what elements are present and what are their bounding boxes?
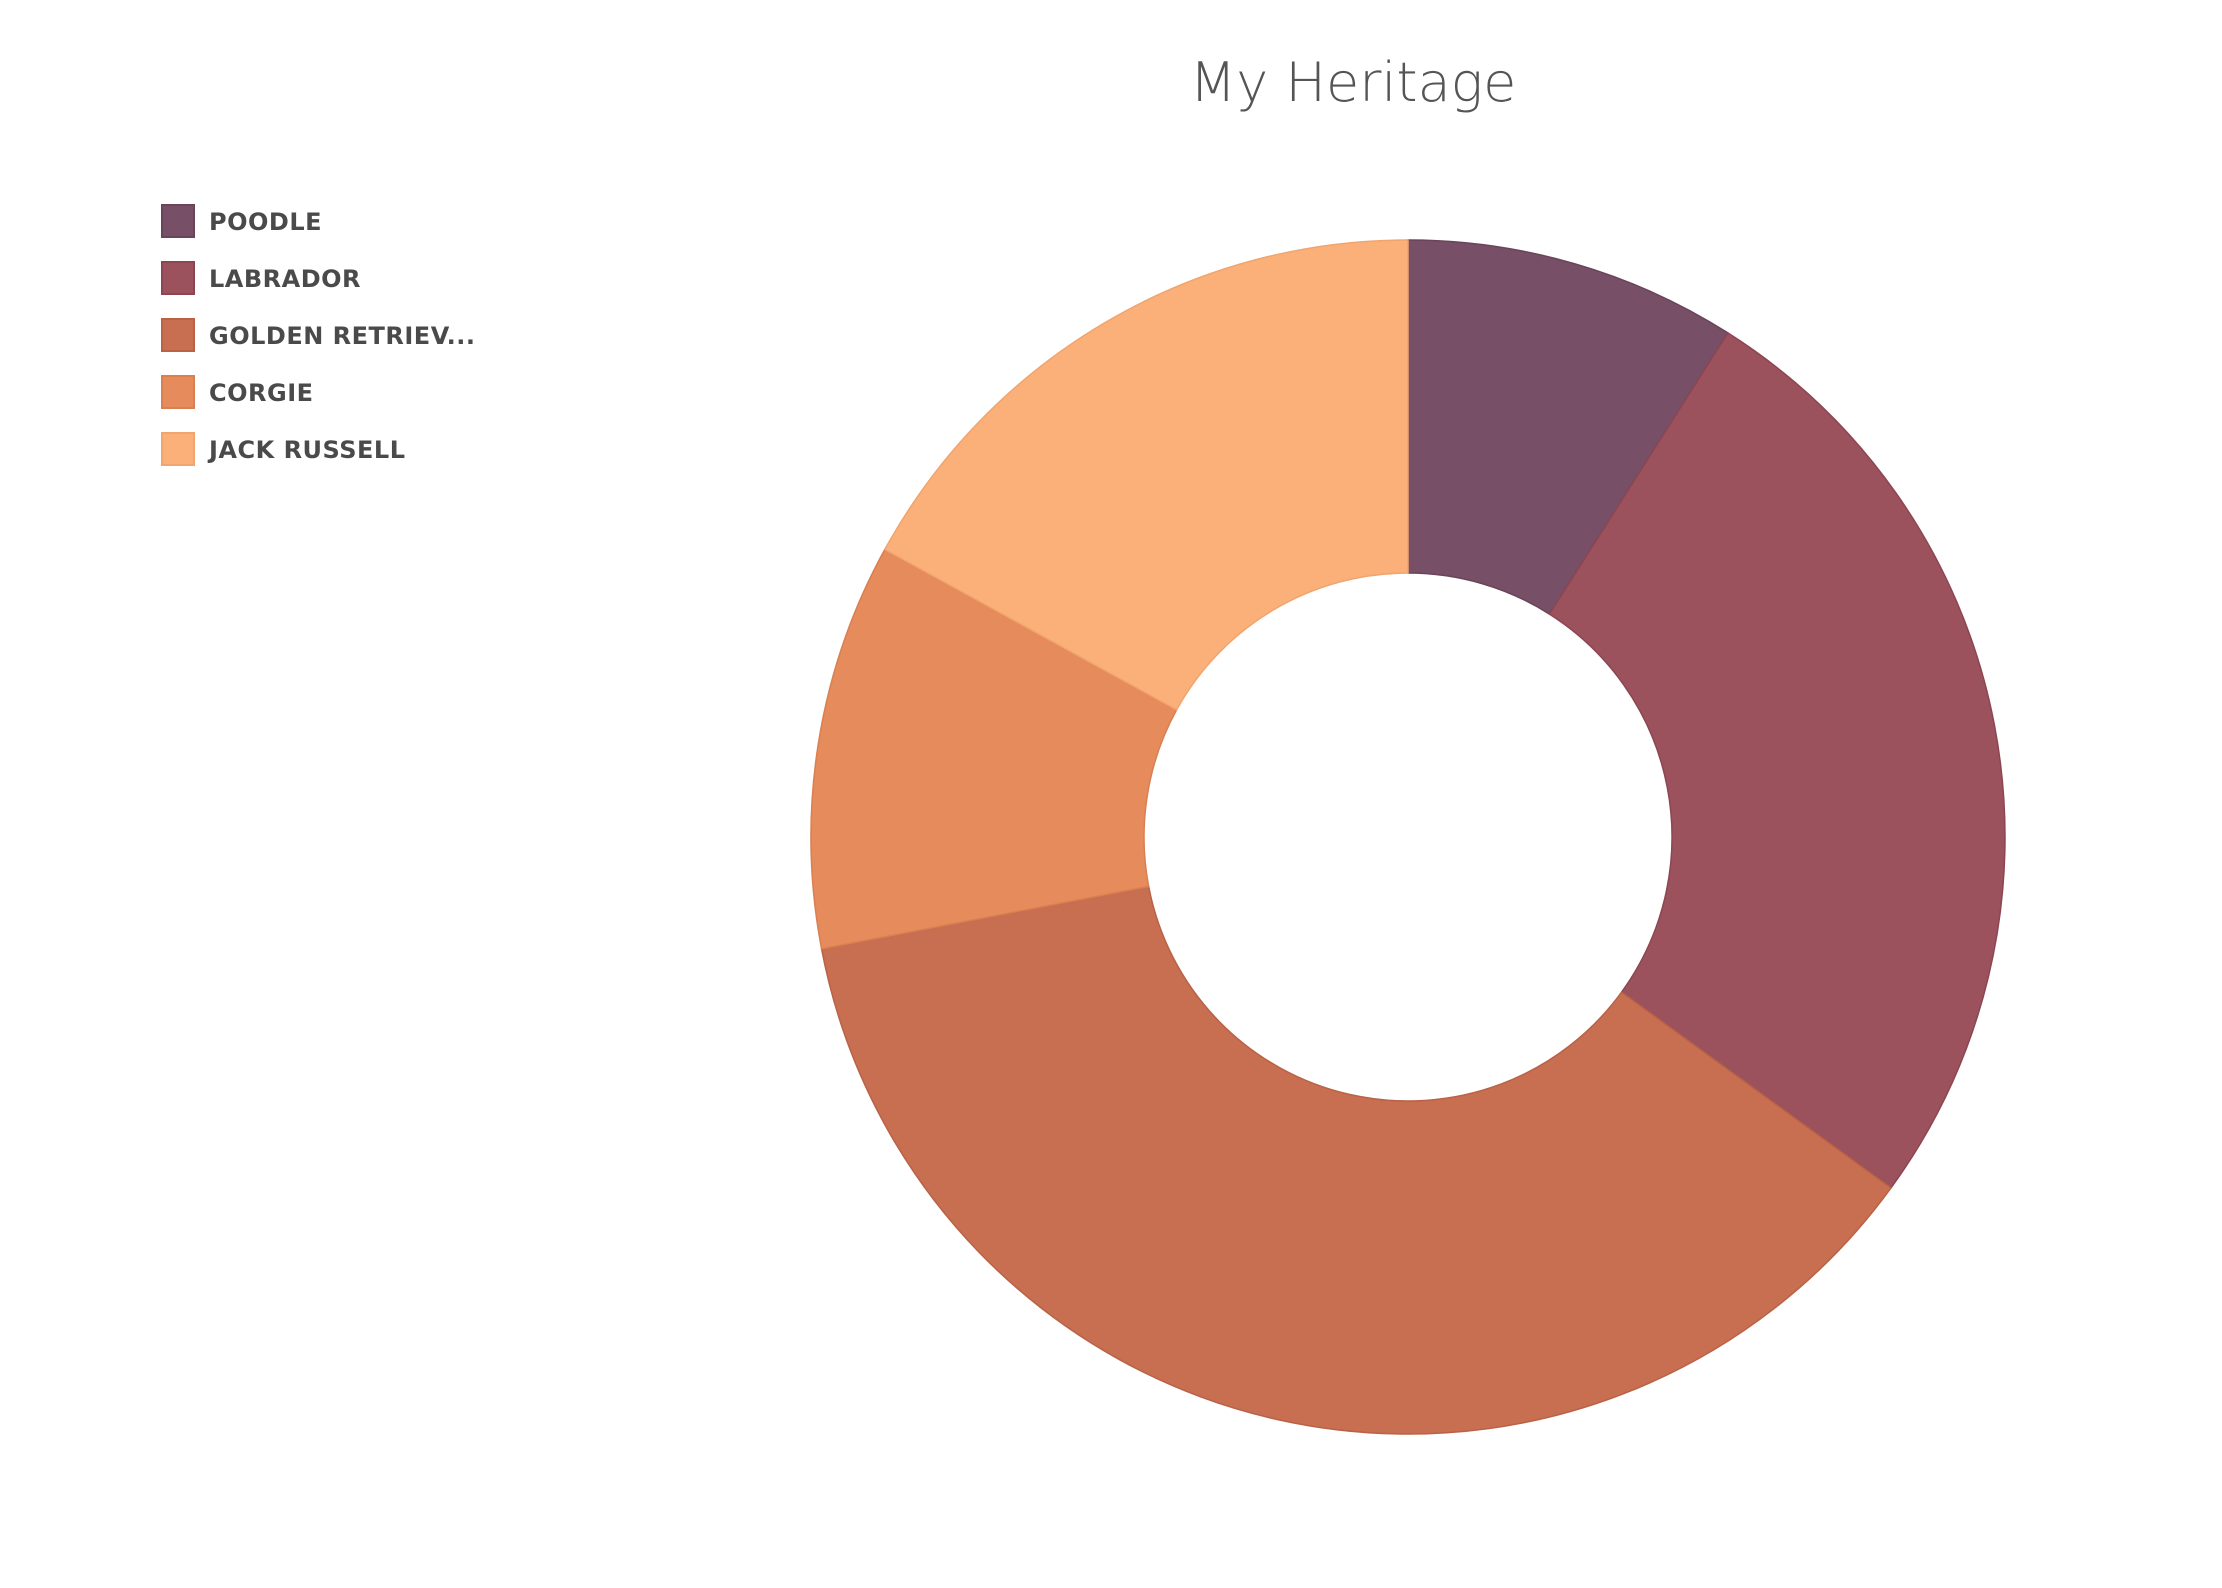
chart-title: My Heritage bbox=[1190, 51, 1517, 114]
legend-item-corgie[interactable]: CORGIE bbox=[161, 375, 314, 409]
legend-label-golden-retriev: GOLDEN RETRIEV... bbox=[209, 322, 476, 350]
legend-swatch-labrador bbox=[161, 261, 195, 295]
legend-label-corgie: CORGIE bbox=[209, 379, 314, 407]
legend: POODLE LABRADOR GOLDEN RETRIEV... CORGIE JAC… bbox=[161, 204, 476, 466]
legend-swatch-poodle bbox=[161, 204, 195, 238]
legend-item-poodle[interactable]: POODLE bbox=[161, 204, 322, 238]
legend-label-jack-russell: JACK RUSSELL bbox=[207, 436, 406, 464]
donut-slices bbox=[810, 239, 2006, 1435]
legend-label-poodle: POODLE bbox=[209, 208, 322, 236]
legend-item-jack-russell[interactable]: JACK RUSSELL bbox=[161, 432, 406, 466]
slice-corgie[interactable] bbox=[810, 548, 1178, 950]
legend-swatch-jack-russell bbox=[161, 432, 195, 466]
slice-golden-retriev[interactable] bbox=[820, 885, 1893, 1435]
legend-swatch-golden-retriev bbox=[161, 318, 195, 352]
legend-label-labrador: LABRADOR bbox=[209, 265, 361, 293]
slice-labrador[interactable] bbox=[1548, 331, 2006, 1189]
slice-jack-russell[interactable] bbox=[883, 239, 1409, 711]
slice-poodle[interactable] bbox=[1407, 239, 1729, 616]
legend-item-golden-retriev[interactable]: GOLDEN RETRIEV... bbox=[161, 318, 476, 352]
legend-swatch-corgie bbox=[161, 375, 195, 409]
legend-item-labrador[interactable]: LABRADOR bbox=[161, 261, 361, 295]
